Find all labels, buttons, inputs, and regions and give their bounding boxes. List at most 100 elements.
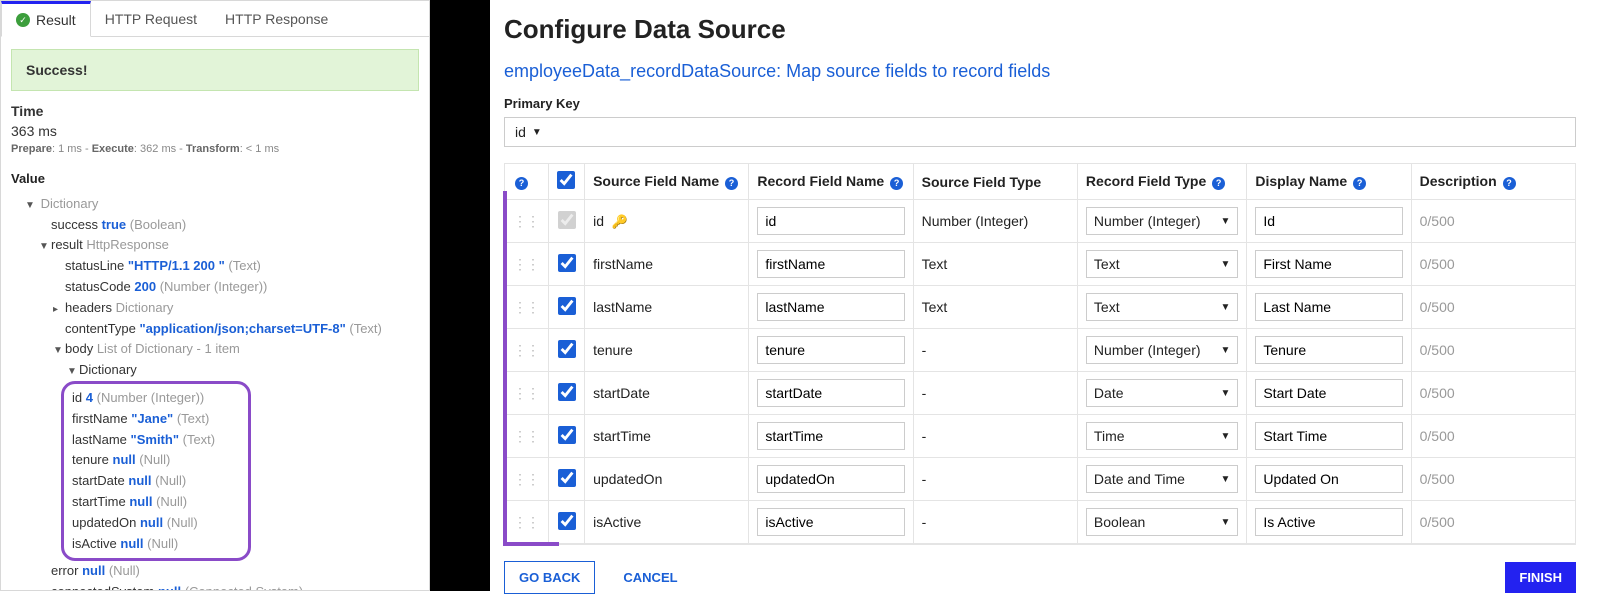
cancel-button[interactable]: CANCEL — [609, 561, 691, 594]
display-name-input[interactable] — [1255, 422, 1402, 450]
row-checkbox[interactable] — [558, 211, 576, 229]
record-type-select[interactable]: Text▼ — [1086, 293, 1238, 321]
row-checkbox[interactable] — [558, 297, 576, 315]
help-icon[interactable]: ? — [1212, 177, 1225, 190]
row-checkbox[interactable] — [558, 512, 576, 530]
tree-row[interactable]: statusLine "HTTP/1.1 200 " (Text) — [11, 256, 419, 277]
record-type-select[interactable]: Number (Integer) ▼ — [1086, 336, 1238, 364]
primary-key-select[interactable]: id ▼ — [504, 117, 1576, 147]
help-icon[interactable]: ? — [1503, 177, 1516, 190]
record-field-input[interactable] — [757, 293, 904, 321]
row-checkbox[interactable] — [558, 254, 576, 272]
help-icon[interactable]: ? — [725, 177, 738, 190]
tab-result[interactable]: ✓ Result — [1, 1, 91, 37]
description-counter[interactable]: 0/500 — [1411, 372, 1575, 415]
tree-row[interactable]: ▼body List of Dictionary - 1 item — [11, 339, 419, 360]
go-back-button[interactable]: GO BACK — [504, 561, 595, 594]
tab-http-response[interactable]: HTTP Response — [211, 1, 342, 36]
tree-toggle[interactable]: ▼ — [67, 364, 77, 380]
tree-row[interactable]: statusCode 200 (Number (Integer)) — [11, 277, 419, 298]
drag-handle[interactable]: ⋮⋮ — [505, 372, 549, 415]
record-field-input[interactable] — [757, 207, 904, 235]
check-icon: ✓ — [16, 13, 30, 27]
description-counter[interactable]: 0/500 — [1411, 243, 1575, 286]
tree-toggle[interactable]: ▼ — [25, 198, 35, 214]
prepare-label: Prepare — [11, 143, 52, 155]
record-field-input[interactable] — [757, 465, 904, 493]
tree-row[interactable]: ▼Dictionary — [11, 360, 419, 381]
display-name-input[interactable] — [1255, 508, 1402, 536]
record-type-select[interactable]: Text▼ — [1086, 250, 1238, 278]
help-icon[interactable]: ? — [1353, 177, 1366, 190]
display-name-input[interactable] — [1255, 379, 1402, 407]
record-field-input[interactable] — [757, 508, 904, 536]
drag-handle[interactable]: ⋮⋮ — [505, 458, 549, 501]
row-checkbox[interactable] — [558, 426, 576, 444]
row-checkbox[interactable] — [558, 340, 576, 358]
record-field-input[interactable] — [757, 336, 904, 364]
time-value: 363 ms — [11, 123, 419, 139]
tree-row[interactable]: contentType "application/json;charset=UT… — [11, 319, 419, 340]
row-checkbox[interactable] — [558, 469, 576, 487]
record-type-select[interactable]: Date▼ — [1086, 379, 1238, 407]
tree-row[interactable]: error null (Null) — [11, 561, 419, 582]
select-value: Text — [1094, 256, 1120, 272]
tree-value: "HTTP/1.1 200 " — [128, 258, 225, 273]
drag-handle[interactable]: ⋮⋮ — [505, 200, 549, 243]
description-counter[interactable]: 0/500 — [1411, 501, 1575, 544]
tree-row[interactable]: ▼result HttpResponse — [11, 235, 419, 256]
tree-key: body — [65, 341, 93, 356]
tree-value: null — [158, 584, 181, 591]
description-counter[interactable]: 0/500 — [1411, 286, 1575, 329]
description-counter[interactable]: 0/500 — [1411, 329, 1575, 372]
drag-handle[interactable]: ⋮⋮ — [505, 415, 549, 458]
record-field-input[interactable] — [757, 379, 904, 407]
caret-down-icon: ▼ — [1220, 345, 1230, 356]
source-field-name: startDate — [585, 372, 749, 415]
tree-toggle[interactable]: ▸ — [53, 302, 63, 318]
tree-row[interactable]: success true (Boolean) — [11, 215, 419, 236]
tab-http-request[interactable]: HTTP Request — [91, 1, 211, 36]
header-record-field: Record Field Name ? — [749, 164, 913, 200]
tree-row[interactable]: ▸headers Dictionary — [11, 298, 419, 319]
display-name-input[interactable] — [1255, 250, 1402, 278]
tree-type: HttpResponse — [86, 237, 168, 252]
tree-key: connectedSystem — [51, 584, 154, 591]
caret-down-icon: ▼ — [1220, 431, 1230, 442]
select-all-checkbox[interactable] — [557, 171, 575, 189]
record-field-input[interactable] — [757, 250, 904, 278]
tree-toggle[interactable]: ▼ — [53, 343, 63, 359]
record-type-select[interactable]: Time▼ — [1086, 422, 1238, 450]
tree-value: null — [113, 452, 136, 467]
configure-panel: Configure Data Source employeeData_recor… — [490, 0, 1600, 591]
table-row: ⋮⋮startTime-Time▼0/500 — [505, 415, 1576, 458]
display-name-input[interactable] — [1255, 293, 1402, 321]
record-type-select[interactable]: Number (Integer)▼ — [1086, 207, 1238, 235]
select-value: Number (Integer) — [1094, 342, 1201, 358]
help-icon[interactable]: ? — [890, 177, 903, 190]
drag-handle[interactable]: ⋮⋮ — [505, 243, 549, 286]
description-counter[interactable]: 0/500 — [1411, 415, 1575, 458]
tree-key: statusCode — [65, 279, 131, 294]
source-field-name: updatedOn — [585, 458, 749, 501]
display-name-input[interactable] — [1255, 465, 1402, 493]
display-name-input[interactable] — [1255, 207, 1402, 235]
record-type-select[interactable]: Date and Time▼ — [1086, 465, 1238, 493]
tree-toggle[interactable]: ▼ — [39, 239, 49, 255]
drag-handle[interactable]: ⋮⋮ — [505, 501, 549, 544]
record-field-input[interactable] — [757, 422, 904, 450]
help-icon[interactable]: ? — [515, 177, 528, 190]
tree-value: null — [128, 473, 151, 488]
row-checkbox[interactable] — [558, 383, 576, 401]
header-text: Record Field Name — [757, 173, 884, 189]
finish-button[interactable]: FINISH — [1505, 562, 1576, 593]
description-counter[interactable]: 0/500 — [1411, 458, 1575, 501]
record-type-select[interactable]: Boolean▼ — [1086, 508, 1238, 536]
display-name-input[interactable] — [1255, 336, 1402, 364]
source-field-type: - — [913, 372, 1077, 415]
drag-handle[interactable]: ⋮⋮ — [505, 329, 549, 372]
tree-row[interactable]: connectedSystem null (Connected System) — [11, 582, 419, 591]
drag-handle[interactable]: ⋮⋮ — [505, 286, 549, 329]
tree-row[interactable]: ▼ Dictionary — [11, 194, 419, 215]
description-counter[interactable]: 0/500 — [1411, 200, 1575, 243]
